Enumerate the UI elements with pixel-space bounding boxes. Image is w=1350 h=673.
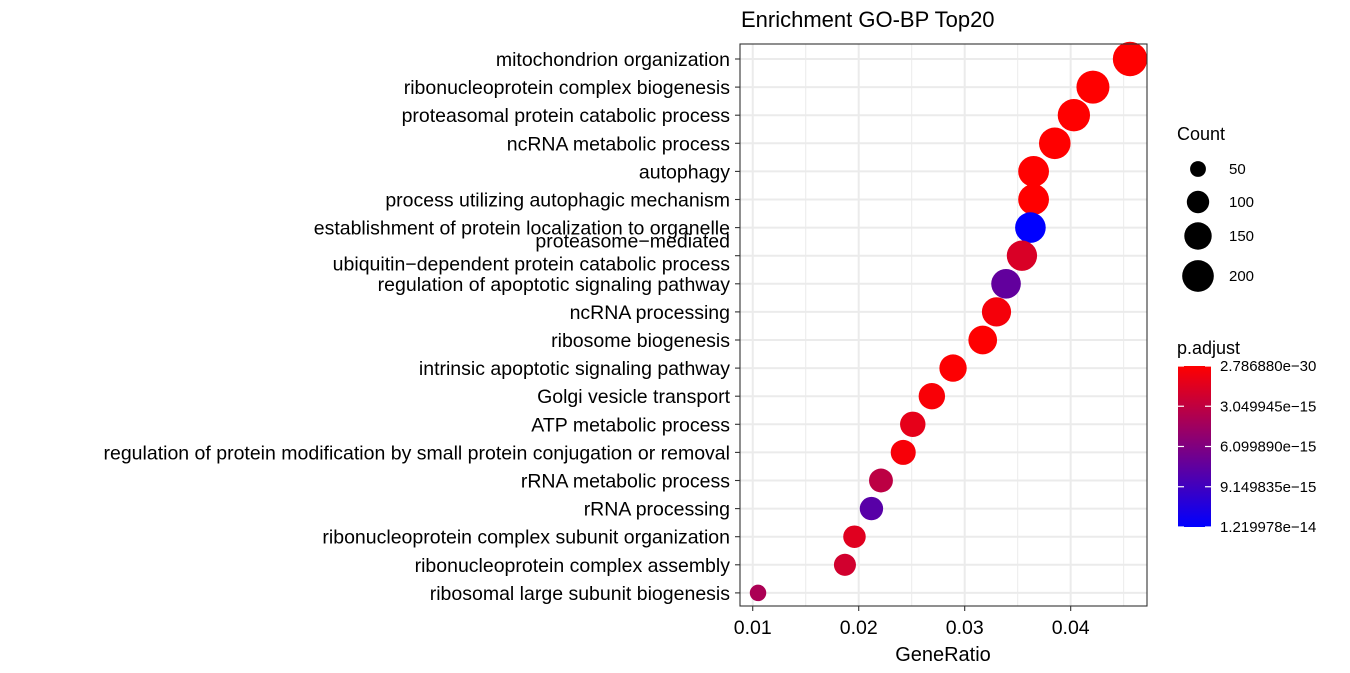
data-point <box>859 496 884 521</box>
y-tick-label: ATP metabolic process <box>531 414 730 436</box>
y-tick-label: ribonucleoprotein complex subunit organi… <box>322 527 730 549</box>
y-tick-label: mitochondrion organization <box>496 49 730 71</box>
data-point <box>918 382 946 410</box>
y-tick-label: process utilizing autophagic mechanism <box>385 190 730 212</box>
data-point <box>869 468 893 493</box>
count-legend-label: 200 <box>1229 268 1254 285</box>
y-tick-label: regulation of apoptotic signaling pathwa… <box>378 274 731 296</box>
count-legend-label: 50 <box>1229 161 1246 178</box>
data-point <box>900 411 926 438</box>
x-tick-label: 0.04 <box>1052 617 1090 639</box>
count-legend-key <box>1186 190 1210 214</box>
p-adjust-legend-label: 2.786880e−30 <box>1220 358 1316 375</box>
data-point <box>991 268 1021 299</box>
data-point <box>1057 99 1091 132</box>
y-tick-label: intrinsic apoptotic signaling pathway <box>419 358 730 380</box>
count-legend-title: Count <box>1177 124 1225 144</box>
y-tick-label: ribosome biogenesis <box>551 330 730 352</box>
count-legend-key <box>1182 260 1214 292</box>
data-point <box>1006 240 1038 271</box>
data-point <box>1112 41 1148 77</box>
count-legend: Count 50 100 150 200 <box>1177 124 1254 292</box>
data-point <box>1076 70 1110 104</box>
point-layer <box>749 41 1148 602</box>
grid-layer <box>740 44 1147 606</box>
chart-title: Enrichment GO-BP Top20 <box>741 7 995 32</box>
data-point <box>1038 127 1071 160</box>
x-axis-tick-labels: 0.01 0.02 0.03 0.04 <box>734 606 1090 639</box>
y-tick-label: rRNA metabolic process <box>521 471 730 493</box>
y-tick-label: ncRNA metabolic process <box>507 133 731 155</box>
p-adjust-legend-label: 3.049945e−15 <box>1220 398 1316 415</box>
y-tick-label: ribonucleoprotein complex biogenesis <box>404 77 731 99</box>
data-point <box>843 525 866 548</box>
data-point <box>749 584 767 602</box>
p-adjust-legend-label: 6.099890e−15 <box>1220 439 1316 456</box>
y-tick-label: Golgi vesicle transport <box>537 386 730 408</box>
p-adjust-legend-title: p.adjust <box>1177 338 1240 358</box>
count-legend-key <box>1190 161 1206 177</box>
p-adjust-legend-label: 9.149835e−15 <box>1220 479 1316 496</box>
data-point <box>1015 212 1046 243</box>
y-tick-label: proteasome−mediated ubiquitin−dependent p… <box>333 231 731 276</box>
y-tick-label: establishment of protein localization to… <box>314 218 730 240</box>
count-legend-key <box>1184 222 1212 250</box>
y-tick-label: autophagy <box>639 161 730 183</box>
y-axis-tick-labels: mitochondrion organization ribonucleoprot… <box>103 49 740 605</box>
data-point <box>1018 184 1049 215</box>
y-tick-label: proteasomal protein catabolic process <box>402 105 731 127</box>
data-point <box>890 439 916 465</box>
p-adjust-legend-label: 1.219978e−14 <box>1220 519 1316 536</box>
y-tick-label: rRNA processing <box>584 499 730 521</box>
data-point <box>981 297 1012 327</box>
data-point <box>1018 156 1049 187</box>
p-adjust-legend: p.adjust 2.786880e−30 3.049945e−15 6.09989… <box>1177 338 1316 536</box>
y-tick-label: regulation of protein modification by sm… <box>103 442 730 464</box>
plot-panel-border <box>739 43 1148 607</box>
y-tick-label: ncRNA processing <box>570 302 730 324</box>
x-tick-label: 0.03 <box>946 617 984 639</box>
panel-background <box>740 44 1147 606</box>
x-tick-label: 0.02 <box>840 617 878 639</box>
count-legend-label: 150 <box>1229 228 1254 245</box>
count-legend-label: 100 <box>1229 194 1254 211</box>
data-point <box>968 325 998 355</box>
data-point <box>833 553 856 576</box>
data-point <box>939 354 967 382</box>
x-axis-label: GeneRatio <box>895 644 991 666</box>
y-tick-label: ribonucleoprotein complex assembly <box>415 555 731 577</box>
x-tick-label: 0.01 <box>734 617 772 639</box>
y-tick-label: ribosomal large subunit biogenesis <box>430 583 731 605</box>
